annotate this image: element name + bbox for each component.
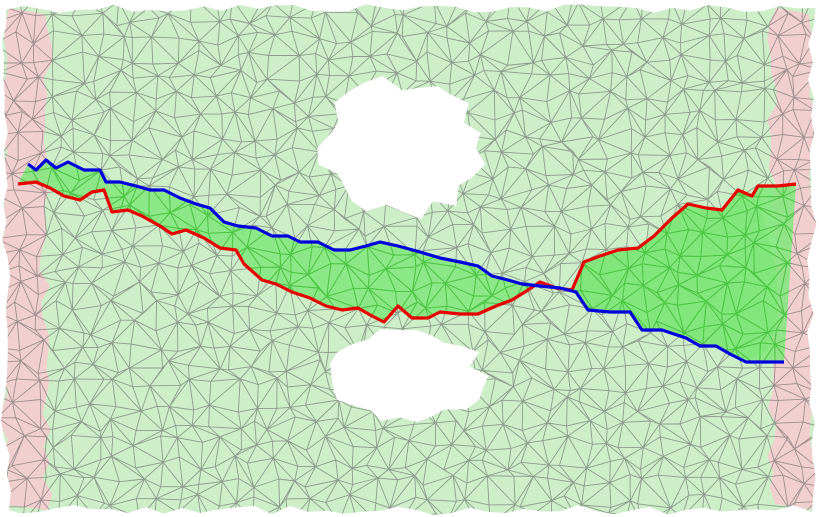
hole-upper	[317, 76, 486, 220]
hole-lower	[330, 329, 489, 423]
blue-path	[27, 158, 784, 364]
red-path	[17, 180, 797, 324]
channel-region-right	[576, 186, 778, 362]
